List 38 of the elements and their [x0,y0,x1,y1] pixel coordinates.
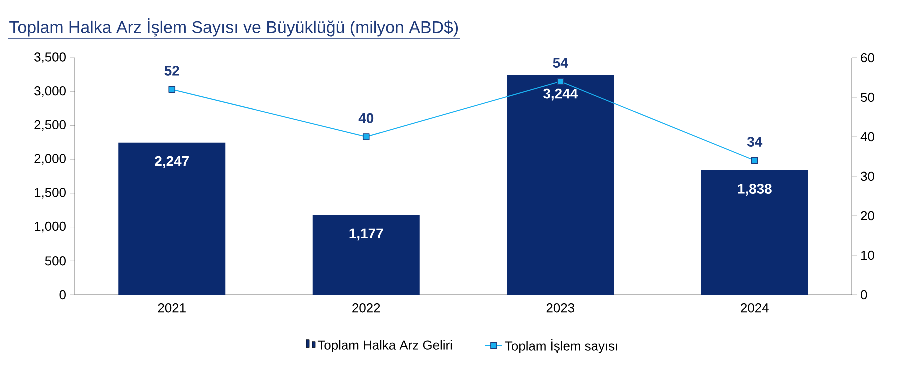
x-tick-label: 2021 [158,304,186,313]
y-tick-label: 3,000 [34,86,66,98]
y-tick-label: 2,000 [34,154,66,165]
y-tick-label: 3,500 [34,52,66,64]
x-tick-label: 2023 [546,304,574,313]
point [557,78,564,86]
legend-label: Toplam Halka Arz Geliri [318,340,452,352]
data-label: 2,247 [155,156,189,168]
data-label: 54 [553,58,568,68]
y2-tick-label: 40 [860,132,874,142]
legend-label: Toplam İşlem sayısı [505,339,618,354]
point [751,157,758,164]
data-label: 40 [358,113,374,124]
y-tick-label: 500 [45,256,66,266]
data-label: 52 [164,66,180,76]
y2-tick-label: 20 [861,211,874,221]
data-label: 34 [747,137,763,147]
y2-tick-label: 60 [861,53,874,63]
y-tick-label: 0 [60,290,66,300]
data-label: 3,244 [543,88,578,101]
y2-tick-label: 50 [861,92,874,102]
y-tick-label: 1,500 [35,188,66,199]
data-label: 1,838 [738,184,772,196]
bar [312,215,420,295]
point [168,86,176,93]
y-tick-label: 1,000 [35,222,66,233]
y2-tick-label: 30 [861,172,874,182]
y2-tick-label: 10 [862,250,874,260]
point [362,134,370,140]
data-label: 1,177 [350,228,384,241]
x-tick-label: 2022 [352,304,380,313]
y-tick-label: 2,500 [34,120,66,132]
chart-title: Toplam Halka Arz İşlem Sayısı ve Büyüklüğü (milyon ABD$) [10,18,458,37]
bar [507,75,614,295]
bar [118,142,226,295]
y2-tick-label: 0 [861,290,868,300]
x-tick-label: 2024 [741,304,769,313]
bar [701,170,808,295]
